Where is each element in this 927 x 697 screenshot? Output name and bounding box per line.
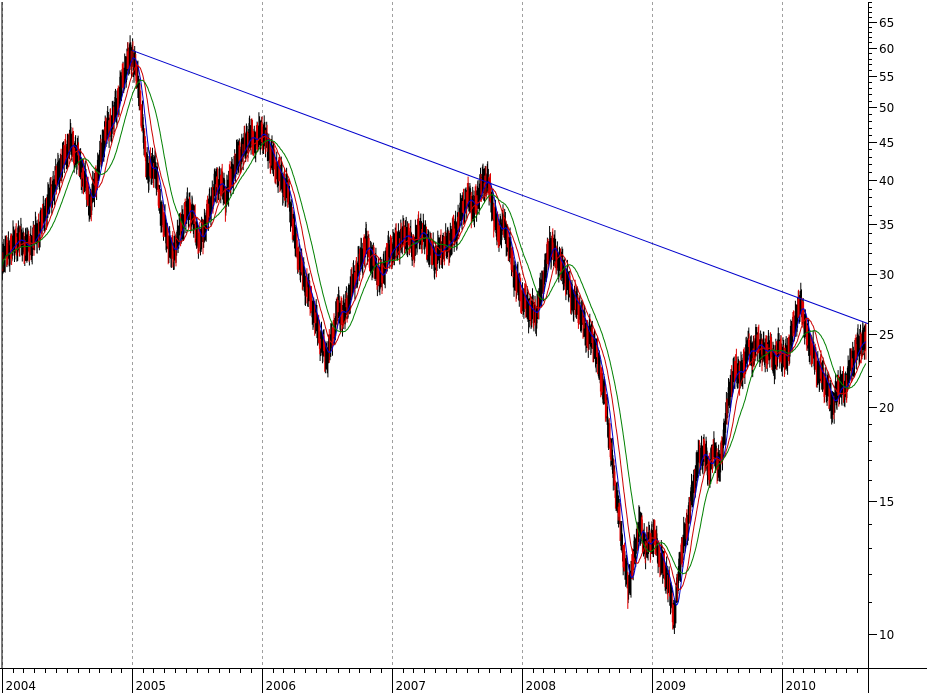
y-tick-label: 55 — [879, 70, 894, 84]
moving-average-medium — [1, 64, 867, 591]
price-bars — [1, 35, 866, 634]
x-tick-label-2010: 2010 — [786, 679, 817, 693]
y-tick-label: 20 — [879, 401, 894, 415]
y-axis-ticks: 10 15 20 25 30 35 40 45 50 55 60 65 — [868, 2, 894, 669]
y-tick-label: 60 — [879, 42, 894, 56]
y-tick-label: 30 — [879, 268, 894, 282]
y-tick-label: 45 — [879, 136, 894, 150]
x-tick-label-2009: 2009 — [656, 679, 687, 693]
x-tick-label-2005: 2005 — [136, 679, 167, 693]
trendline — [132, 49, 869, 325]
x-axis-ticks: 2004 2005 2006 2007 2008 2009 2010 — [2, 668, 858, 693]
series-layer — [1, 35, 869, 634]
y-tick-label: 10 — [879, 628, 894, 642]
y-tick-label: 65 — [879, 16, 894, 30]
moving-average-short — [1, 57, 867, 606]
x-tick-label-2007: 2007 — [396, 679, 427, 693]
x-tick-label-2004: 2004 — [6, 679, 37, 693]
y-tick-label: 40 — [879, 174, 894, 188]
moving-average-long — [1, 79, 867, 575]
year-grid — [2, 2, 783, 668]
x-tick-label-2006: 2006 — [266, 679, 297, 693]
y-tick-label: 35 — [879, 218, 894, 232]
y-tick-label: 25 — [879, 328, 894, 342]
x-tick-label-2008: 2008 — [526, 679, 557, 693]
y-tick-label: 50 — [879, 101, 894, 115]
y-tick-label: 15 — [879, 495, 894, 509]
